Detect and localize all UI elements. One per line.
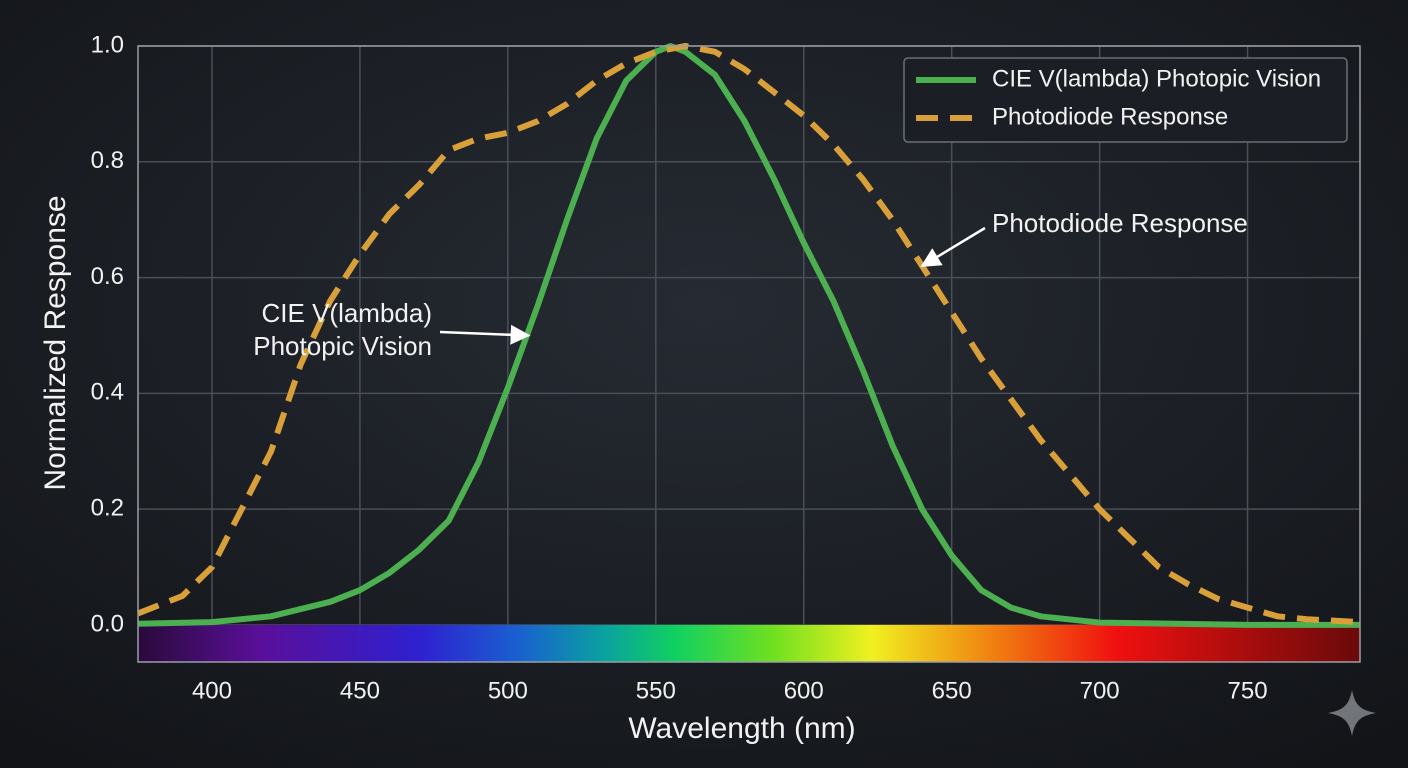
y-tick-label: 0.0 [91, 610, 124, 637]
y-tick-label: 0.2 [91, 495, 124, 522]
x-tick-label: 450 [340, 677, 380, 704]
y-tick-label: 0.4 [91, 379, 124, 406]
annotation-arrow [920, 226, 986, 268]
annotation-text: CIE V(lambda) [262, 298, 433, 328]
y-axis-label: Normalized Response [39, 195, 72, 490]
axes-frame [137, 45, 1361, 663]
x-tick-label: 700 [1080, 677, 1120, 704]
x-tick-label: 500 [488, 677, 528, 704]
plot [136, 43, 1361, 628]
legend-label: CIE V(lambda) Photopic Vision [992, 65, 1321, 92]
y-tick-label: 1.0 [91, 31, 124, 58]
grid [138, 45, 1360, 626]
x-tick-label: 750 [1228, 677, 1268, 704]
y-tick-label: 0.6 [91, 263, 124, 290]
legend: CIE V(lambda) Photopic Vision Photodiode … [903, 57, 1348, 143]
annotation-text: Photopic Vision [253, 331, 432, 361]
spectrum-bar [138, 624, 1360, 662]
annotation-arrow [439, 324, 531, 345]
y-tick-label: 0.8 [91, 147, 124, 174]
x-tick-label: 600 [784, 677, 824, 704]
x-tick-label: 400 [192, 677, 232, 704]
legend-label: Photodiode Response [992, 103, 1228, 130]
legend-box [903, 57, 1348, 143]
x-tick-label: 650 [932, 677, 972, 704]
x-tick-label: 550 [636, 677, 676, 704]
annotation-text: Photodiode Response [992, 208, 1248, 238]
x-axis-label: Wavelength (nm) [628, 712, 855, 745]
sparkle-icon [1328, 690, 1376, 736]
series-line [136, 43, 1361, 626]
